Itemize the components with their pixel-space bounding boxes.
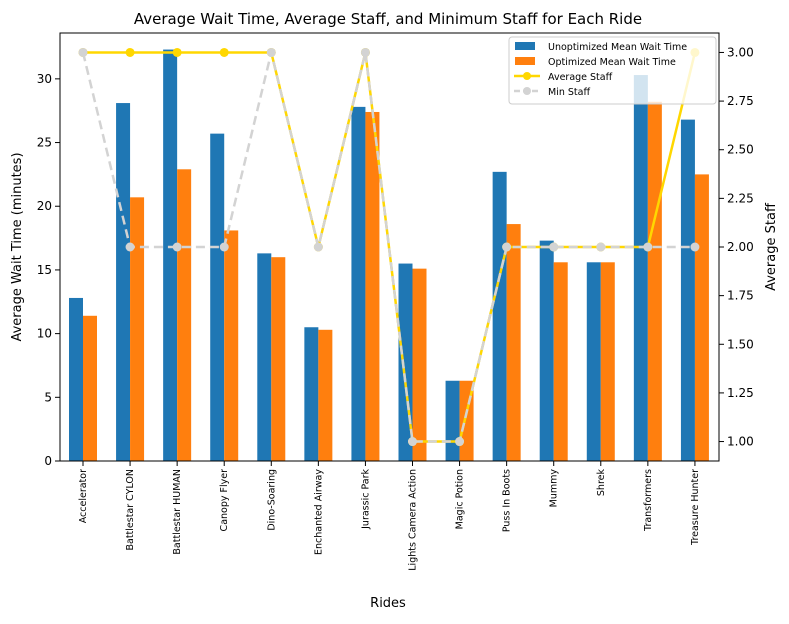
y2-tick-label: 1.50 — [727, 337, 754, 351]
y2-tick-label: 3.00 — [727, 45, 754, 59]
y-tick-label: 25 — [37, 136, 52, 150]
point-min-staff — [643, 242, 653, 252]
legend-label: Optimized Mean Wait Time — [548, 57, 676, 68]
x-tick-label: Battlestar CYLON — [125, 469, 136, 551]
point-min-staff — [596, 242, 606, 252]
bar-optimized — [365, 111, 380, 461]
y2-axis-label: Average Staff — [764, 202, 779, 291]
x-tick-label: Shrek — [596, 469, 607, 497]
legend-label: Unoptimized Mean Wait Time — [548, 42, 687, 53]
x-tick-label: Puss In Boots — [502, 469, 513, 532]
bar-optimized — [130, 197, 145, 462]
x-tick-label: Transformers — [643, 469, 654, 532]
line-min-staff — [81, 52, 695, 443]
bar-optimized — [318, 329, 333, 461]
legend-swatch — [515, 57, 535, 65]
point-min-staff — [502, 242, 512, 252]
y-axis-left: 0 5 10 15 20 25 30 — [37, 72, 60, 468]
bar-unoptimized — [680, 119, 695, 461]
bar-optimized — [177, 169, 192, 462]
y-tick-label: 5 — [44, 390, 52, 404]
y2-tick-label: 2.75 — [727, 94, 754, 108]
x-tick-label: Enchanted Airway — [313, 469, 324, 555]
line-average-staff — [83, 51, 697, 443]
bar-optimized — [647, 101, 662, 462]
y-axis-right: 1.00 1.25 1.50 1.75 2.00 2.25 2.50 2.75 3.00 — [719, 45, 754, 449]
point-min-staff — [313, 242, 323, 252]
x-tick-label: Magic Potion — [455, 469, 466, 529]
legend-marker — [523, 87, 531, 95]
point-min-staff — [549, 242, 559, 252]
bar-unoptimized — [351, 106, 366, 461]
chart-title: Average Wait Time, Average Staff, and Mi… — [134, 10, 642, 28]
bar-unoptimized — [210, 133, 225, 461]
bar-optimized — [506, 224, 521, 461]
y2-tick-label: 1.25 — [727, 386, 754, 400]
y-tick-label: 30 — [37, 72, 52, 86]
point-min-staff — [219, 242, 229, 252]
bar-unoptimized — [633, 75, 648, 462]
bar-optimized — [224, 230, 239, 461]
point-min-staff — [78, 47, 88, 57]
legend-swatch — [515, 42, 535, 50]
x-tick-label: Canopy Flyer — [219, 469, 230, 532]
y2-tick-label: 1.00 — [727, 435, 754, 449]
bar-unoptimized — [163, 49, 178, 462]
bar-optimized — [600, 262, 615, 461]
x-tick-label: Jurassic Park — [360, 469, 371, 530]
x-tick-label: Mummy — [549, 469, 560, 508]
y-tick-label: 10 — [37, 327, 52, 341]
point-min-staff — [266, 47, 276, 57]
legend-frame — [508, 36, 717, 105]
bar-unoptimized — [539, 240, 554, 461]
bar-optimized — [553, 262, 568, 461]
point-min-staff — [125, 242, 135, 252]
x-axis-label: Rides — [370, 596, 406, 611]
point-average-staff — [172, 47, 182, 57]
y-tick-label: 0 — [44, 454, 52, 468]
y2-tick-label: 1.75 — [727, 289, 754, 303]
y2-tick-label: 2.50 — [727, 143, 754, 157]
y2-tick-label: 2.00 — [727, 240, 754, 254]
point-average-staff — [125, 47, 135, 57]
x-tick-label: Dino-Soaring — [266, 469, 277, 531]
point-average-staff — [219, 47, 229, 57]
x-tick-label: Lights Camera Action — [408, 469, 419, 571]
bar-optimized — [694, 174, 709, 461]
point-min-staff — [690, 242, 700, 252]
y-axis-label: Average Wait Time (minutes) — [10, 152, 25, 341]
point-min-staff — [408, 437, 417, 447]
legend-marker — [523, 72, 531, 80]
bar-unoptimized — [116, 103, 131, 462]
x-axis: Accelerator Battlestar CYLON Battlestar HU… — [78, 461, 701, 571]
legend: Unoptimized Mean Wait Time Optimized Mean… — [508, 36, 717, 105]
point-min-staff — [455, 437, 465, 447]
x-tick-label: Accelerator — [78, 469, 89, 523]
bar-unoptimized — [445, 380, 460, 461]
bar-optimized — [412, 268, 427, 461]
y2-tick-label: 2.25 — [727, 191, 754, 205]
bar-unoptimized — [304, 327, 319, 461]
bar-optimized — [271, 257, 286, 461]
bar-unoptimized — [257, 253, 272, 461]
point-min-staff — [172, 242, 182, 252]
bar-optimized — [83, 315, 97, 461]
bar-unoptimized — [492, 171, 507, 461]
y-tick-label: 20 — [37, 199, 52, 213]
y-tick-label: 15 — [37, 263, 52, 277]
legend-label: Average Staff — [548, 72, 613, 83]
bar-unoptimized — [69, 297, 83, 461]
legend-label: Min Staff — [548, 87, 590, 98]
x-tick-label: Battlestar HUMAN — [172, 469, 183, 555]
x-tick-label: Treasure Hunter — [690, 469, 701, 546]
point-min-staff — [360, 47, 370, 57]
bar-unoptimized — [586, 262, 601, 461]
